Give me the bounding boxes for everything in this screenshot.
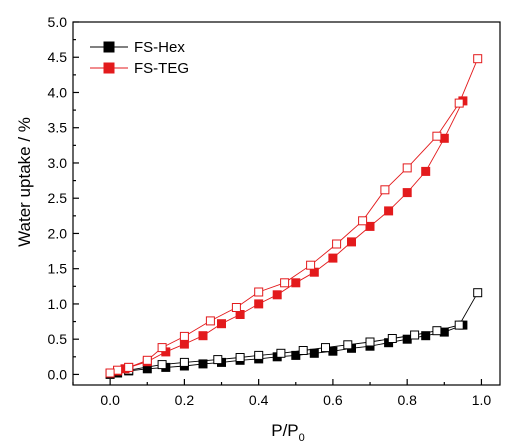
desorption-line <box>109 58 479 374</box>
adsorption-point <box>421 331 431 341</box>
legend-marker <box>103 62 115 74</box>
desorption-point <box>179 357 189 367</box>
adsorption-line <box>109 100 464 374</box>
adsorption-point <box>309 348 319 358</box>
x-tick-label: 1.0 <box>472 392 492 408</box>
axes: 0.0 0.5 1.0 1.5 2.0 2.5 3.0 3.5 4.0 4.5 5.0 0.0 0.2 0… <box>48 14 501 408</box>
desorption-point <box>179 331 189 341</box>
plot-frame <box>72 21 501 386</box>
desorption-point <box>380 185 390 195</box>
x-axis-title-main: P/P <box>271 421 298 440</box>
x-tick-label: 0.2 <box>175 392 195 408</box>
adsorption-point <box>291 350 301 360</box>
legend-marker <box>103 41 115 53</box>
y-tick-label: 1.0 <box>48 296 68 312</box>
adsorption-point <box>365 221 375 231</box>
desorption-point <box>113 365 123 375</box>
y-tick-label: 3.0 <box>48 155 68 171</box>
y-tick-label: 0.0 <box>48 366 68 382</box>
x-tick-label: 0.0 <box>100 392 120 408</box>
desorption-point <box>432 326 442 336</box>
x-tick-label: 0.6 <box>323 392 343 408</box>
y-tick-label: 3.5 <box>48 120 68 136</box>
desorption-point <box>387 334 397 343</box>
adsorption-point <box>384 206 394 216</box>
desorption-point <box>343 340 353 350</box>
desorption-point <box>280 278 290 288</box>
y-tick-label: 4.0 <box>48 84 68 100</box>
desorption-point <box>276 348 286 358</box>
desorption-point <box>213 355 223 365</box>
desorption-point <box>205 316 215 326</box>
legend-item-fs-hex: FS-Hex <box>90 39 185 56</box>
legend-label: FS-Hex <box>134 39 185 56</box>
y-axis-title: Water uptake / % <box>15 117 34 247</box>
desorption-point <box>454 98 464 108</box>
legend-item-fs-teg: FS-TEG <box>90 60 189 77</box>
adsorption-point <box>421 166 431 176</box>
adsorption-point <box>179 339 189 349</box>
desorption-point <box>432 131 442 141</box>
y-tick-label: 2.5 <box>48 190 68 206</box>
desorption-point <box>157 360 167 370</box>
adsorption-point <box>328 253 338 263</box>
desorption-point <box>105 368 115 378</box>
desorption-point <box>298 346 308 355</box>
y-tick-label: 4.5 <box>48 49 68 65</box>
y-tick-label: 1.5 <box>48 261 68 277</box>
adsorption-point <box>291 278 301 288</box>
adsorption-point <box>272 290 282 300</box>
desorption-point <box>306 260 316 270</box>
adsorption-point <box>347 237 356 247</box>
desorption-point <box>231 303 241 312</box>
desorption-point <box>157 343 167 353</box>
desorption-point <box>473 54 483 64</box>
series-fs-hex <box>105 288 483 379</box>
legend: FS-Hex FS-TEG <box>90 39 189 77</box>
legend-label: FS-TEG <box>134 60 189 77</box>
adsorption-point <box>439 133 449 143</box>
adsorption-point <box>328 346 338 356</box>
desorption-point <box>358 216 368 226</box>
desorption-point <box>454 320 464 330</box>
desorption-point <box>321 343 330 353</box>
x-axis-title-subscript: 0 <box>299 432 305 442</box>
adsorption-point <box>254 299 264 309</box>
adsorption-point <box>217 319 226 329</box>
desorption-point <box>410 330 420 340</box>
adsorption-point <box>198 331 208 341</box>
desorption-point <box>473 288 483 298</box>
desorption-point <box>402 163 412 173</box>
desorption-point <box>235 353 245 362</box>
desorption-point <box>142 355 152 365</box>
desorption-point <box>254 287 264 297</box>
x-axis-title: P/P0 <box>271 421 305 442</box>
y-tick-label: 2.0 <box>48 225 68 241</box>
y-tick-label: 5.0 <box>48 14 68 30</box>
adsorption-point <box>402 188 412 198</box>
y-tick-label: 0.5 <box>48 331 68 347</box>
x-tick-label: 0.8 <box>397 392 417 408</box>
desorption-point <box>254 350 264 360</box>
x-tick-label: 0.4 <box>249 392 269 408</box>
series-layer <box>105 54 483 379</box>
desorption-point <box>365 337 375 347</box>
adsorption-point <box>198 359 208 369</box>
desorption-point <box>332 239 342 249</box>
series-fs-teg <box>105 54 483 378</box>
desorption-point <box>124 362 134 372</box>
